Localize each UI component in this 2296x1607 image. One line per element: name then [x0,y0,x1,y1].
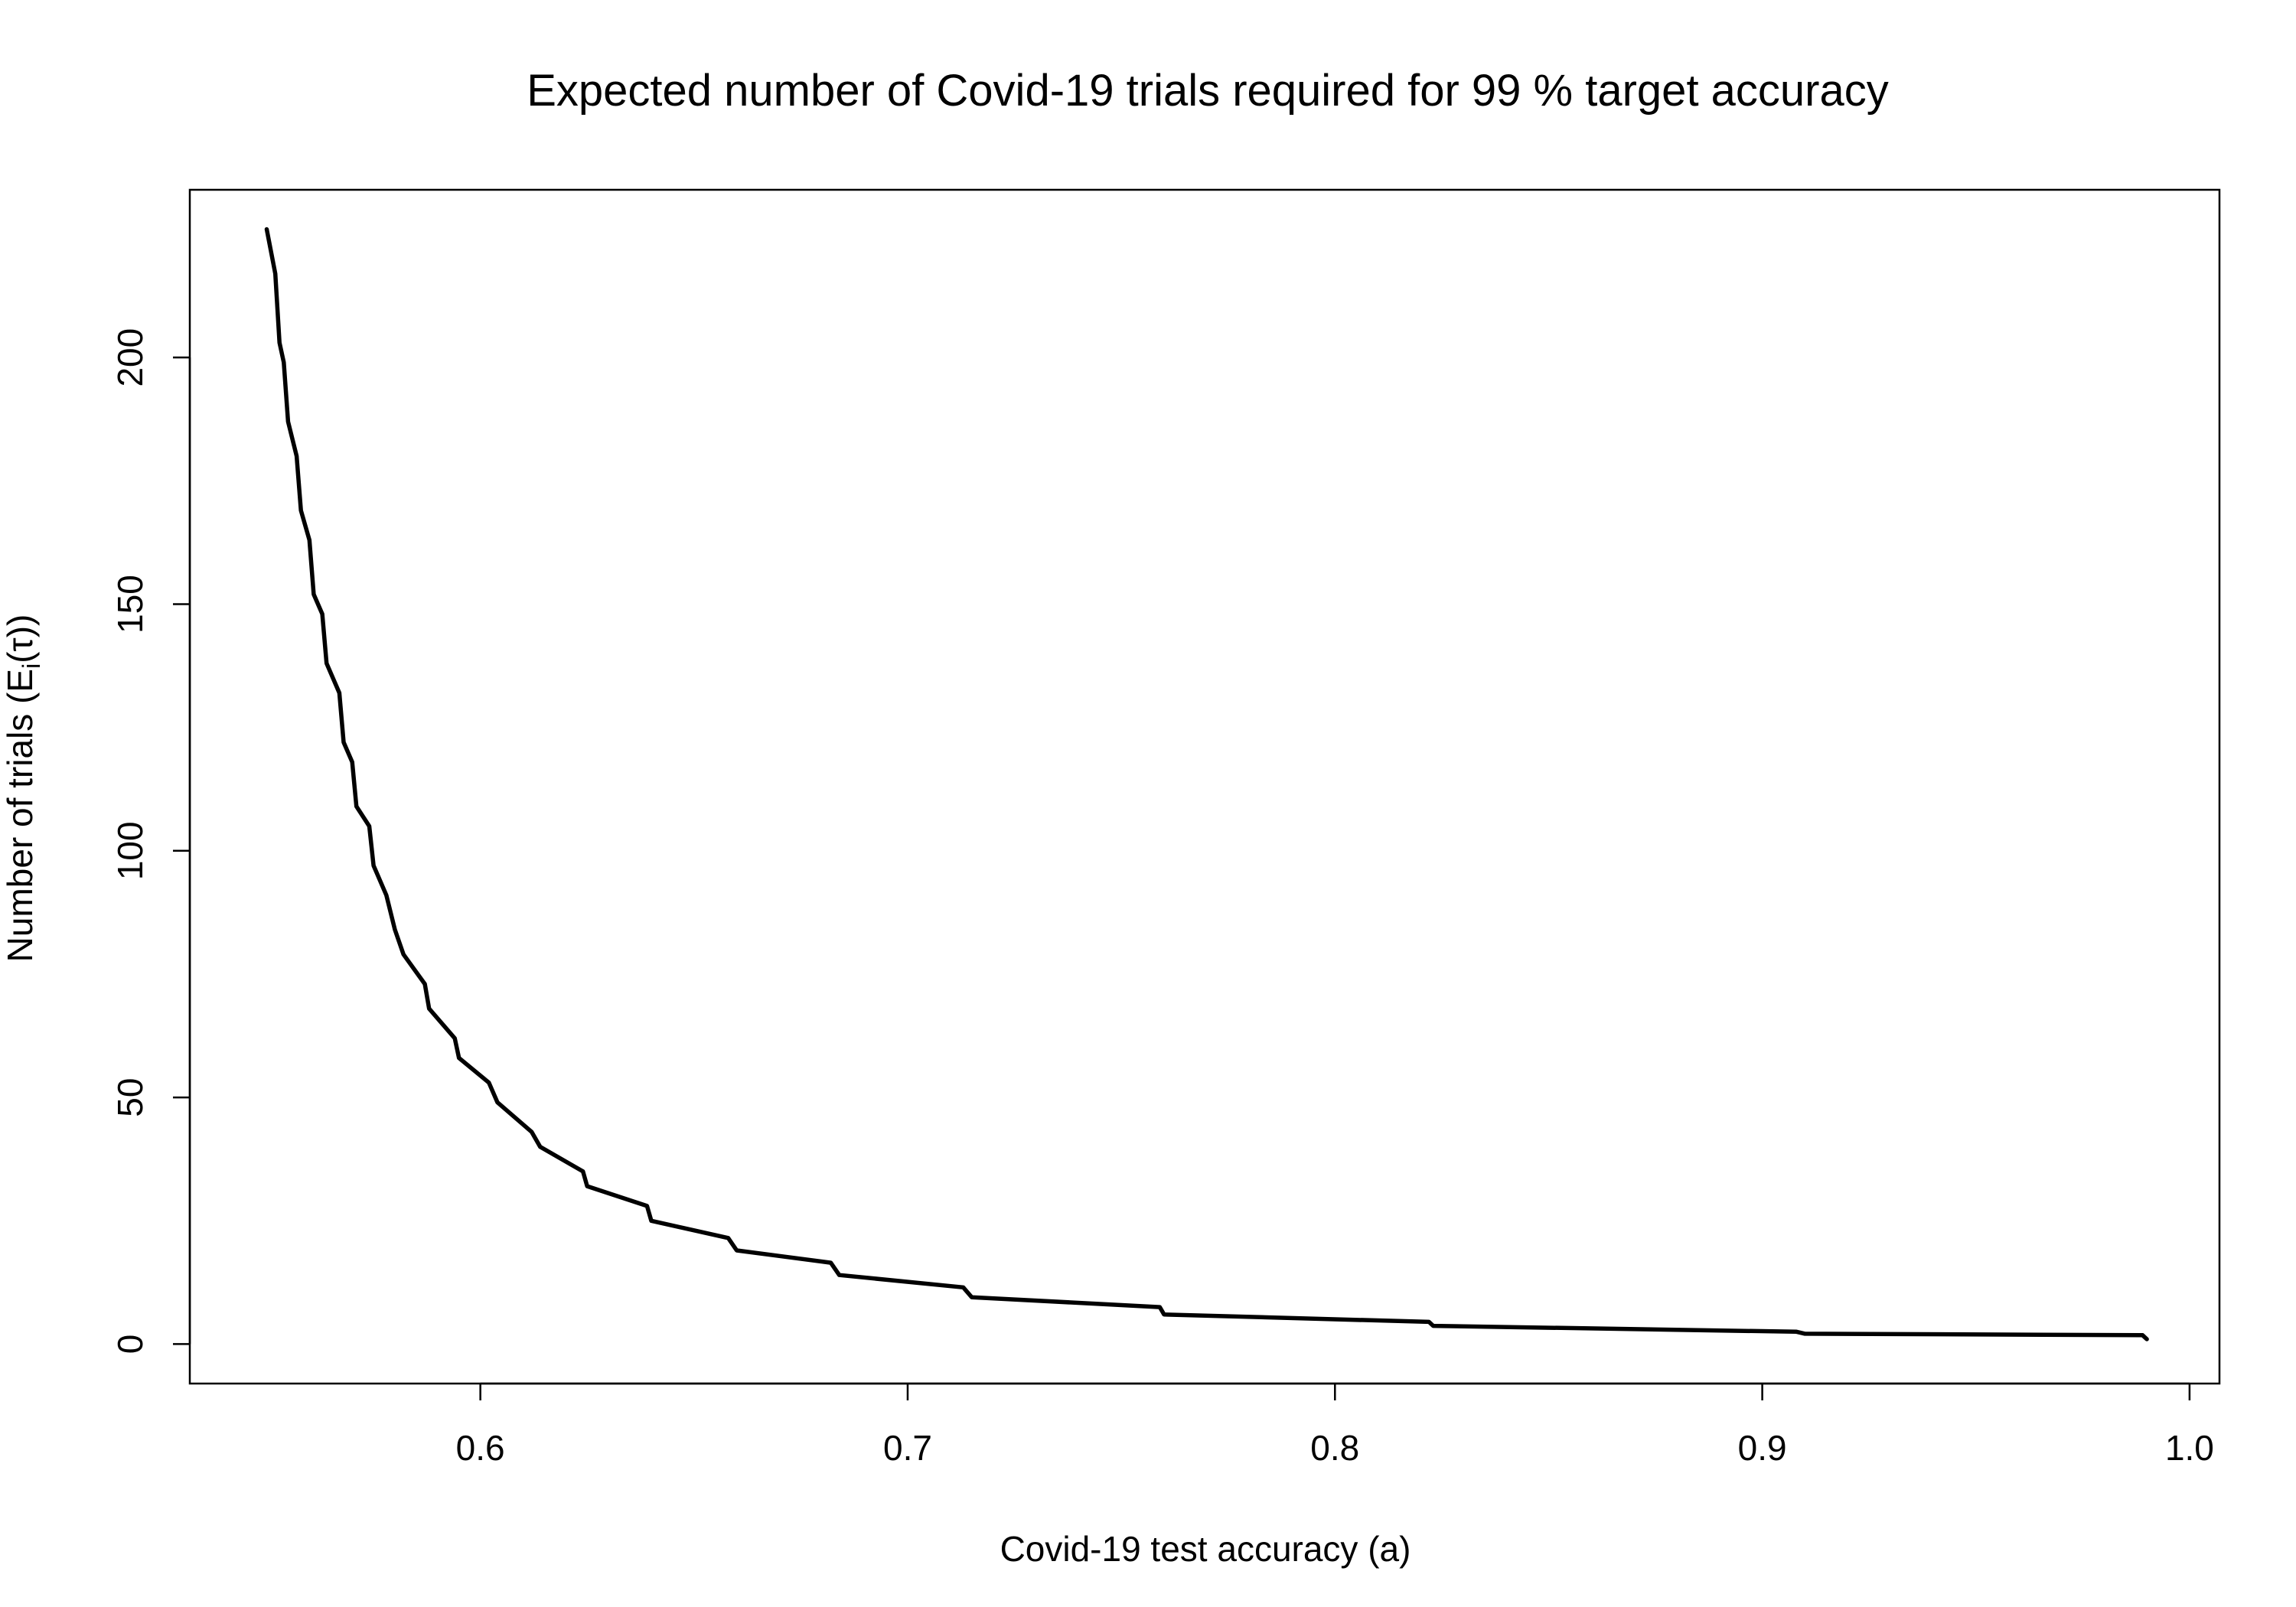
y-tick-label: 200 [110,328,150,387]
y-axis-label-subscript: i [18,663,45,669]
y-tick-label: 150 [110,575,150,634]
y-tick-label: 0 [110,1335,150,1354]
x-tick-label: 0.6 [456,1428,505,1468]
y-tick-label: 50 [110,1078,150,1117]
y-tick-label: 100 [110,821,150,880]
series-layer [264,227,2149,1341]
x-tick-label: 1.0 [2165,1428,2214,1468]
x-tick-label: 0.9 [1738,1428,1787,1468]
x-axis-label: Covid-19 test accuracy (a) [1000,1529,1411,1569]
y-axis-label-prefix: Number of trials (E [0,669,40,962]
y-axis-label-suffix: (τ)) [0,614,40,663]
x-tick-label: 0.7 [883,1428,932,1468]
y-axis-label: Number of trials (Ei(τ)) [0,614,45,963]
series-line [264,227,2149,1341]
y-axis: 0 50 100 150 200 [110,328,191,1354]
x-tick-label: 0.8 [1310,1428,1359,1468]
chart-title: Expected number of Covid-19 trials requi… [527,66,1889,116]
x-axis: 0.6 0.7 0.8 0.9 1.0 [456,1382,2214,1468]
